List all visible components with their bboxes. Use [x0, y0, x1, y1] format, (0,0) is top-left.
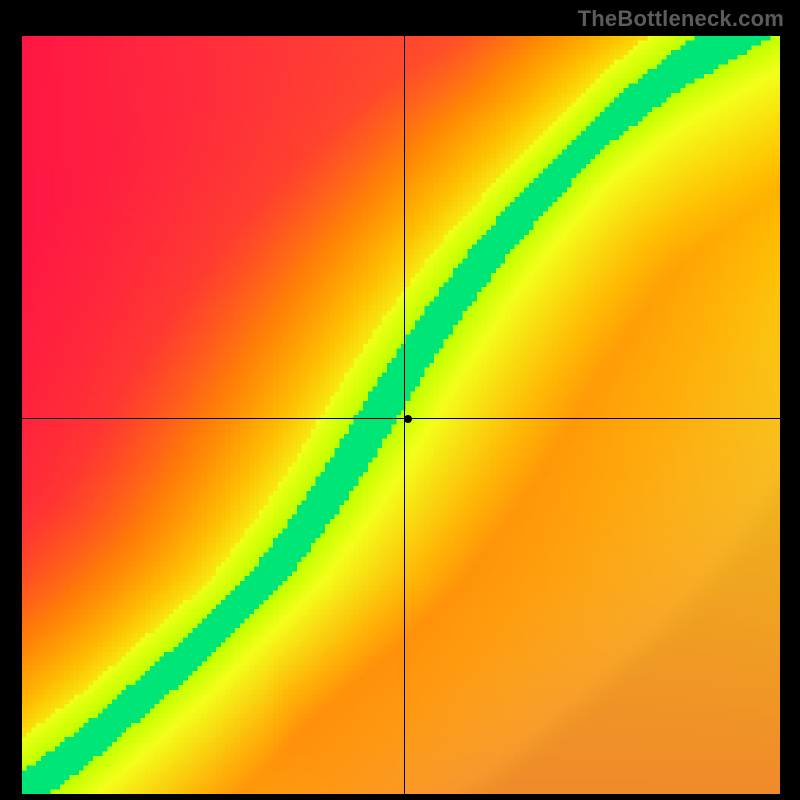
watermark-text: TheBottleneck.com [578, 6, 784, 32]
bottleneck-heatmap [22, 36, 780, 794]
chart-stage: TheBottleneck.com [0, 0, 800, 800]
